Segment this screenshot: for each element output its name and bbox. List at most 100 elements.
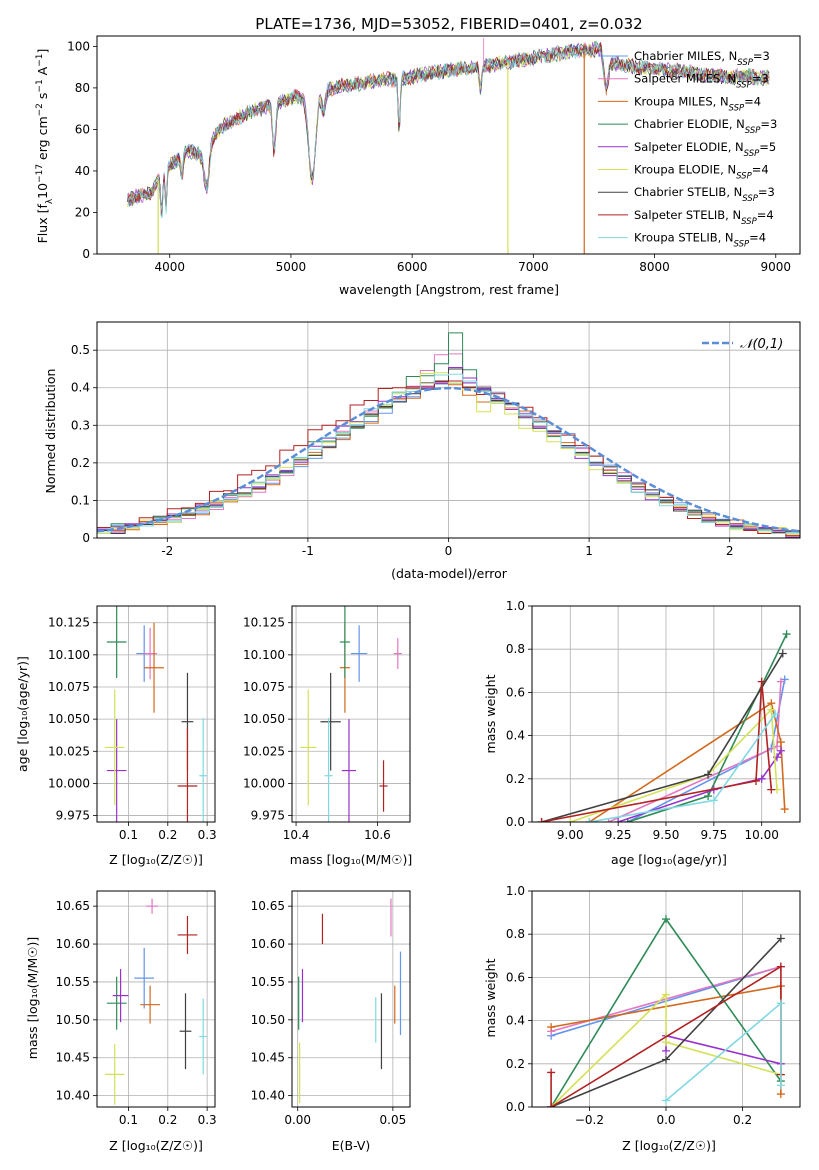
x-tick-label: -2: [161, 544, 173, 558]
x-tick-label: −0.2: [575, 1113, 604, 1127]
legend-label-tail: =4: [749, 231, 766, 245]
y-tick-label: 80: [75, 81, 90, 95]
weight-marker-salpeter-stelib: [767, 785, 776, 794]
histogram-kroupa-stelib: [97, 373, 800, 534]
weight-marker-kroupa-stelib: [776, 999, 785, 1008]
x-tick-label: 6000: [397, 260, 428, 274]
y-tick-label: 0.3: [71, 418, 90, 432]
x-tick-label: 1: [585, 544, 593, 558]
axes-frame: [96, 890, 216, 1108]
y-tick-label: 10.40: [251, 1089, 285, 1103]
y-tick-label: 10.50: [56, 1013, 90, 1027]
x-tick-label: 7000: [518, 260, 549, 274]
y-tick-label: 0.6: [506, 970, 525, 984]
weight-marker-chabrier-elodie: [662, 915, 670, 924]
x-tick-label: 10.4: [283, 828, 310, 842]
weight-marker-salpeter-stelib: [537, 818, 546, 822]
y-tick-label: 0.2: [71, 456, 90, 470]
x-tick-label: 9.25: [605, 828, 632, 842]
legend-label-kroupa-stelib: Kroupa STELIB, NSSP=4: [634, 231, 766, 250]
y-tick-label: 0.0: [506, 1100, 525, 1114]
weight-marker-kroupa-miles: [780, 805, 789, 814]
legend-label-main: Salpeter MILES, N: [634, 72, 736, 86]
y-tick-label: 10.45: [56, 1051, 90, 1065]
weight-line-kroupa-miles: [588, 701, 786, 822]
spectrum-title: PLATE=1736, MJD=53052, FIBERID=0401, z=0…: [255, 15, 642, 33]
y-tick-label: 0.4: [506, 729, 525, 743]
mass-vs-ebv-panel: 0.00 0.05 10.40 10.45 10.50 10.55 10.60 10.65: [251, 890, 411, 1127]
y-tick-label: 10.40: [56, 1089, 90, 1103]
x-tick-label: 0.3: [198, 1113, 217, 1127]
y-tick-label: 10.55: [56, 975, 90, 989]
plot-area: [298, 898, 402, 1104]
weight-marker-salpeter-elodie: [757, 774, 766, 783]
legend-label-tail: =3: [758, 185, 775, 199]
y-tick-label: 0.8: [506, 927, 525, 941]
weight-vs-age-ylabel: mass weight: [483, 674, 498, 753]
weight-marker-kroupa-stelib: [771, 710, 780, 718]
weight-marker-kroupa-elodie: [767, 705, 776, 714]
weight-marker-chabrier-stelib: [662, 1055, 670, 1064]
y-tick-label: 10.075: [243, 680, 285, 694]
mass-vs-metallicity-xlabel: Z [log₁₀(Z/Z☉)]: [109, 1138, 203, 1153]
weight-line-kroupa-elodie: [550, 992, 782, 1107]
axes-frame: [291, 605, 411, 823]
legend-label-sub: SSP: [745, 126, 761, 136]
y-tick-label: 9.975: [56, 809, 90, 823]
gaussian-legend: 𝒩(0,1): [702, 337, 783, 352]
weight-marker-kroupa-stelib: [585, 818, 594, 822]
legend-label-sub: SSP: [736, 81, 752, 91]
legend-label-tail: =5: [759, 140, 776, 154]
plot-area: [126, 38, 770, 254]
y-tick-label: 20: [75, 205, 90, 219]
legend-label-kroupa-elodie: Kroupa ELODIE, NSSP=4: [634, 163, 769, 182]
weight-marker-kroupa-elodie: [662, 990, 670, 999]
legend-label-kroupa-miles: Kroupa MILES, NSSP=4: [634, 94, 761, 113]
legend-label-salpeter-miles: Salpeter MILES, NSSP=3: [634, 72, 769, 91]
x-tick-label: 0.1: [119, 1113, 138, 1127]
weight-vs-metallicity-ylabel: mass weight: [483, 958, 498, 1037]
x-tick-label: 9000: [760, 260, 791, 274]
legend-label-main: Kroupa STELIB, N: [634, 231, 734, 245]
y-tick-label: 1.0: [506, 884, 525, 898]
legend-label-main: Chabrier STELIB, N: [634, 185, 742, 199]
weight-marker-chabrier-elodie: [782, 630, 791, 639]
weight-marker-salpeter-elodie: [614, 818, 623, 822]
legend-label-main: Salpeter STELIB, N: [634, 208, 741, 222]
x-tick-label: 0.3: [198, 828, 217, 842]
y-tick-label: 10.000: [48, 776, 90, 790]
x-tick-label: 0.05: [380, 1113, 407, 1127]
spectrum-line-salpeter-stelib: [127, 42, 770, 216]
mass-vs-ebv-xlabel: E(B-V): [332, 1138, 371, 1153]
legend-label-tail: =4: [752, 163, 769, 177]
mass-vs-metallicity-panel: 0.1 0.2 0.3 10.40 10.45 10.50 10.55 10.60 10.65: [56, 890, 217, 1127]
y-tick-label: 0.8: [506, 642, 525, 656]
plot-area: [104, 606, 208, 822]
legend-label-sub: SSP: [734, 240, 750, 250]
legend-label-sub: SSP: [736, 172, 752, 182]
weight-marker-kroupa-miles: [776, 1090, 785, 1099]
gaussian-legend-label: 𝒩(0,1): [740, 337, 783, 352]
axes-frame: [291, 890, 411, 1108]
legend-label-sub: SSP: [741, 217, 757, 227]
x-tick-label: 0: [445, 544, 453, 558]
weight-marker-kroupa-stelib: [776, 1081, 785, 1090]
y-tick-label: 0.4: [506, 1014, 525, 1028]
legend-label-chabrier-elodie: Chabrier ELODIE, NSSP=3: [634, 117, 777, 136]
plot-area: [300, 606, 402, 822]
weight-vs-age-panel: 9.00 9.25 9.50 9.75 10.00 0.0 0.2 0.4 0.6 0.8 1.0: [506, 599, 801, 842]
x-tick-label: 5000: [276, 260, 307, 274]
legend-label-main: Chabrier MILES, N: [634, 49, 737, 63]
y-tick-label: 10.60: [56, 937, 90, 951]
x-tick-label: 9.75: [700, 828, 727, 842]
y-tick-label: 10.60: [251, 937, 285, 951]
weight-marker-kroupa-stelib: [709, 796, 718, 805]
y-tick-label: 9.975: [251, 809, 285, 823]
legend-label-sub: SSP: [744, 149, 760, 159]
axes-frame: [96, 605, 216, 823]
weight-marker-kroupa-stelib: [662, 1096, 670, 1105]
legend-label-salpeter-stelib: Salpeter STELIB, NSSP=4: [634, 208, 774, 227]
weight-marker-chabrier-elodie: [704, 792, 713, 801]
